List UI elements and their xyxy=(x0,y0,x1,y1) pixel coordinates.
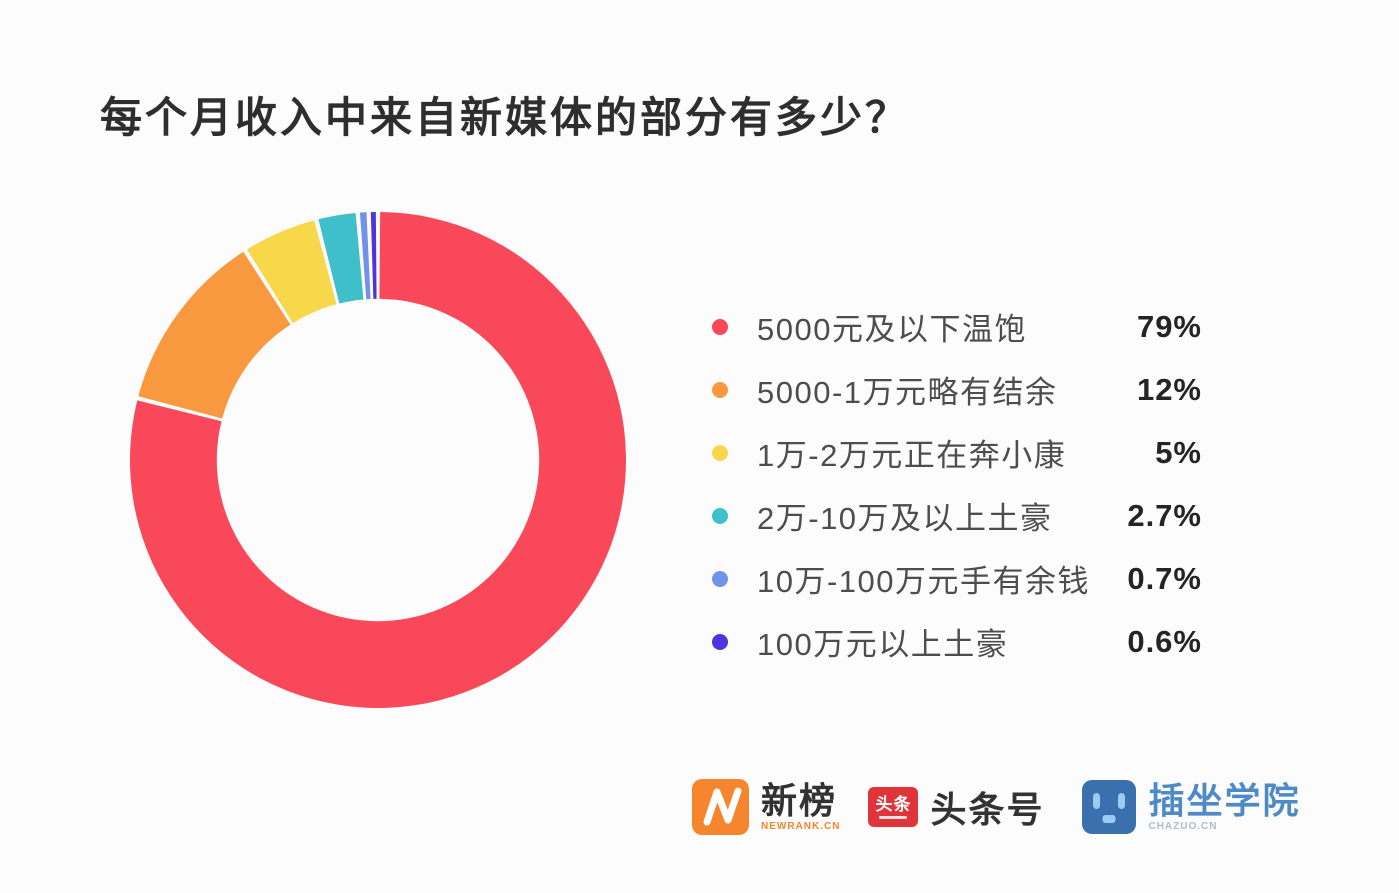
legend-value: 12% xyxy=(1136,371,1202,407)
chazuo-subtext: CHAZUO.CN xyxy=(1148,821,1218,833)
newrank-logo: 新榜 NEWRANK.CN xyxy=(692,779,840,835)
legend-color-dot xyxy=(712,381,728,398)
legend-label: 5000-1万元略有结余 xyxy=(757,375,1058,410)
legend-value: 79% xyxy=(1136,308,1202,344)
newrank-n-icon xyxy=(692,779,749,835)
legend-label: 2万-10万及以上土豪 xyxy=(757,501,1053,536)
chazuo-eye-icon xyxy=(1093,793,1101,809)
legend-label: 10万-100万元手有余钱 xyxy=(757,564,1091,599)
legend-item: 5000元及以下温饱 79% xyxy=(712,295,1202,358)
chazuo-eye-icon xyxy=(1118,793,1126,809)
legend-label: 5000元及以下温饱 xyxy=(757,312,1027,347)
chazuo-mouth-icon xyxy=(1102,815,1116,823)
newrank-subtext: NEWRANK.CN xyxy=(761,821,841,833)
legend-item: 10万-100万元手有余钱 0.7% xyxy=(712,547,1202,610)
legend-label: 100万元以上土豪 xyxy=(757,627,1009,662)
toutiao-logo: 头条 头条号 xyxy=(868,781,1044,833)
donut-segment-4 xyxy=(359,212,371,300)
toutiao-name: 头条号 xyxy=(930,789,1045,830)
legend-color-dot xyxy=(712,444,728,461)
legend-value: 2.7% xyxy=(1127,497,1202,533)
toutiao-icon-bar xyxy=(879,815,908,819)
donut-segment-1 xyxy=(138,251,291,419)
legend-value: 0.7% xyxy=(1127,560,1202,596)
legend-item: 100万元以上土豪 0.6% xyxy=(712,610,1202,673)
legend-item: 1万-2万元正在奔小康 5% xyxy=(712,421,1202,484)
toutiao-icon-text: 头条 xyxy=(875,794,912,814)
legend-color-dot xyxy=(712,507,728,524)
newrank-name: 新榜 xyxy=(761,779,838,821)
chazuo-face-icon xyxy=(1082,780,1137,834)
legend-value: 5% xyxy=(1155,434,1202,470)
legend-label: 1万-2万元正在奔小康 xyxy=(757,438,1067,473)
donut-segment-5 xyxy=(370,212,377,299)
donut-segment-0 xyxy=(129,212,626,709)
legend-color-dot xyxy=(712,318,728,335)
legend-item: 5000-1万元略有结余 12% xyxy=(712,358,1202,421)
toutiao-logo-icon: 头条 xyxy=(868,787,919,827)
legend-color-dot xyxy=(712,633,728,650)
legend-item: 2万-10万及以上土豪 2.7% xyxy=(712,484,1202,547)
chazuo-logo: 插坐学院 CHAZUO.CN xyxy=(1082,780,1300,834)
donut-segment-3 xyxy=(318,213,364,304)
footer-logos: 新榜 NEWRANK.CN 头条 头条号 插坐学院 CHAZUO.CN xyxy=(692,779,1300,835)
donut-chart-container xyxy=(128,210,628,710)
donut-chart xyxy=(129,212,626,709)
chazuo-name: 插坐学院 xyxy=(1148,779,1301,821)
page-title: 每个月收入中来自新媒体的部分有多少？ xyxy=(100,94,911,141)
donut-segment-2 xyxy=(246,220,337,324)
legend: 5000元及以下温饱 79% 5000-1万元略有结余 12% 1万-2万元正在奔小康 5… xyxy=(712,295,1202,673)
legend-color-dot xyxy=(712,570,728,587)
legend-value: 0.6% xyxy=(1127,623,1202,659)
